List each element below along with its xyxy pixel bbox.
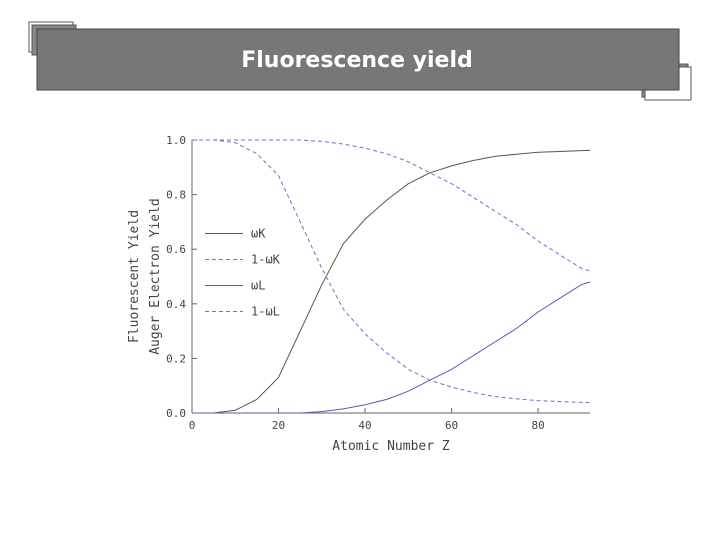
- y-axis-label: Fluorescent Yield: [127, 210, 142, 343]
- x-tick-label: 40: [358, 419, 371, 432]
- legend-label: ωL: [251, 279, 265, 293]
- series-line: [192, 139, 591, 272]
- slide-title: Fluorescence yield: [241, 48, 473, 73]
- legend-label: ωK: [251, 227, 266, 241]
- y-tick-label: 0.8: [166, 189, 186, 202]
- x-tick-label: 20: [272, 419, 285, 432]
- x-tick-label: 80: [531, 419, 544, 432]
- y-tick-label: 0.4: [166, 298, 186, 311]
- chart: 0.0 0.2 0.4 0.6 0.8 1.0 0 20 40 60 80 Atomic Number…: [127, 134, 591, 454]
- y-axis-label: Auger Electron Yield: [148, 198, 163, 355]
- series-line: [192, 139, 591, 404]
- legend-label: 1-ωL: [251, 305, 280, 319]
- legend-label: 1-ωK: [251, 253, 281, 267]
- series-line: [192, 149, 591, 414]
- y-tick-label: 0.6: [166, 243, 186, 256]
- y-tick-label: 0.2: [166, 352, 186, 365]
- y-tick-label: 0.0: [166, 407, 186, 420]
- title-banner: [36, 28, 680, 91]
- series-line: [192, 281, 591, 414]
- y-tick-label: 1.0: [166, 134, 186, 147]
- x-tick-label: 60: [445, 419, 458, 432]
- x-axis-label: Atomic Number Z: [332, 439, 450, 454]
- x-tick-label: 0: [189, 419, 196, 432]
